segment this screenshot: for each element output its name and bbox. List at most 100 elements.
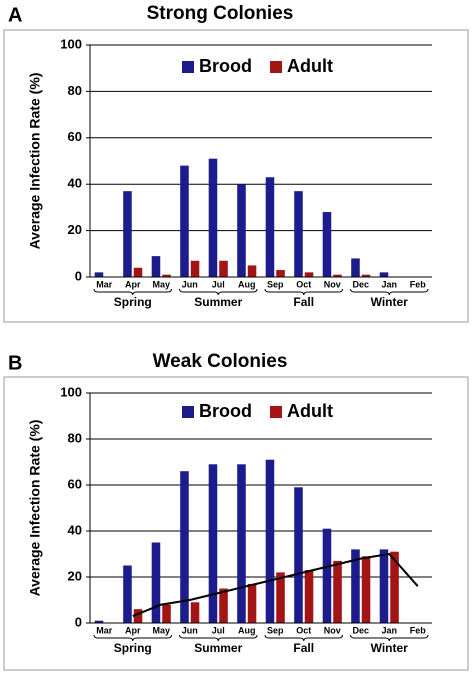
bar (180, 165, 189, 277)
bar (190, 602, 200, 623)
group-bracket (264, 634, 343, 642)
group-bracket (179, 288, 258, 296)
bar (265, 177, 275, 277)
panel-label: A (8, 4, 22, 26)
x-tick-label: Oct (296, 625, 311, 635)
group-label: Fall (293, 641, 314, 655)
x-tick-label: Jan (381, 625, 397, 635)
x-tick-label: Jan (381, 279, 397, 289)
x-tick-label: Sep (267, 279, 284, 289)
legend-swatch (270, 61, 282, 73)
group-bracket (93, 288, 172, 296)
group-label: Spring (114, 641, 152, 655)
bar (333, 560, 342, 623)
bar (94, 272, 104, 277)
group-label: Summer (194, 295, 242, 309)
group-label: Spring (114, 295, 152, 309)
bar (208, 464, 218, 623)
bar (276, 270, 285, 277)
bar (294, 191, 303, 277)
panel-label: B (8, 352, 22, 374)
group-bracket (350, 634, 429, 642)
y-tick-label: 40 (68, 176, 82, 191)
x-tick-label: Nov (324, 279, 341, 289)
bar (304, 570, 314, 623)
bar (351, 258, 360, 277)
bar (304, 272, 314, 277)
legend-swatch (182, 406, 194, 418)
bar (322, 528, 332, 623)
x-tick-label: Apr (125, 625, 141, 635)
bar (123, 565, 132, 623)
y-tick-label: 100 (60, 36, 82, 51)
y-tick-label: 100 (60, 384, 82, 399)
bar (190, 260, 200, 277)
y-axis-label: Average Infection Rate (%) (27, 73, 43, 250)
panel-frame (3, 29, 469, 323)
bar (133, 267, 143, 277)
bar (247, 583, 257, 623)
x-tick-label: May (152, 279, 170, 289)
bar (294, 487, 303, 623)
bar (151, 542, 161, 623)
bar (379, 272, 389, 277)
panel-frame (3, 376, 469, 671)
y-axis-label: Average Infection Rate (%) (27, 420, 43, 597)
x-tick-label: Jun (182, 279, 198, 289)
legend-label: Brood (199, 56, 252, 76)
panel: B Weak Colonies Average Infection Rate (%)… (3, 351, 469, 671)
chart-title: Strong Colonies (147, 3, 294, 24)
bar (322, 212, 332, 277)
bar (379, 549, 389, 623)
legend-label: Brood (199, 401, 252, 421)
x-tick-label: Mar (96, 279, 113, 289)
bar (237, 464, 246, 623)
y-tick-label: 60 (68, 476, 82, 491)
bar (390, 551, 399, 623)
x-tick-label: Nov (324, 625, 341, 635)
bar (361, 274, 371, 277)
group-label: Summer (194, 641, 242, 655)
bar (333, 274, 342, 277)
legend-label: Adult (287, 401, 333, 421)
bar (361, 556, 371, 623)
bar (276, 572, 285, 623)
bar (237, 184, 246, 277)
x-tick-label: Apr (125, 279, 141, 289)
panel: A Strong Colonies Average Infection Rate (… (3, 3, 469, 323)
group-bracket (264, 288, 343, 296)
x-tick-label: Sep (267, 625, 284, 635)
bar (180, 471, 189, 623)
trend-line (132, 552, 419, 618)
group-bracket (93, 634, 172, 642)
x-tick-label: Jul (212, 279, 225, 289)
y-tick-label: 60 (68, 129, 82, 144)
y-tick-label: 40 (68, 522, 82, 537)
bar (94, 620, 104, 623)
y-tick-label: 0 (75, 268, 82, 283)
bar (247, 265, 257, 277)
x-tick-label: Aug (238, 279, 256, 289)
bar (162, 274, 171, 277)
x-tick-label: Jun (182, 625, 198, 635)
y-tick-label: 0 (75, 614, 82, 629)
bar (151, 256, 161, 277)
legend-swatch (270, 406, 282, 418)
y-tick-label: 80 (68, 430, 82, 445)
chart-title: Weak Colonies (153, 351, 288, 372)
y-tick-label: 80 (68, 83, 82, 98)
bar (133, 609, 143, 623)
x-tick-label: Aug (238, 625, 256, 635)
bar (208, 158, 218, 277)
x-tick-label: Mar (96, 625, 113, 635)
legend-swatch (182, 61, 194, 73)
group-label: Winter (371, 295, 409, 309)
group-bracket (350, 288, 429, 296)
bar (219, 260, 228, 277)
legend-label: Adult (287, 56, 333, 76)
y-tick-label: 20 (68, 568, 82, 583)
x-tick-label: Dec (352, 279, 369, 289)
group-label: Fall (293, 295, 314, 309)
y-tick-label: 20 (68, 222, 82, 237)
